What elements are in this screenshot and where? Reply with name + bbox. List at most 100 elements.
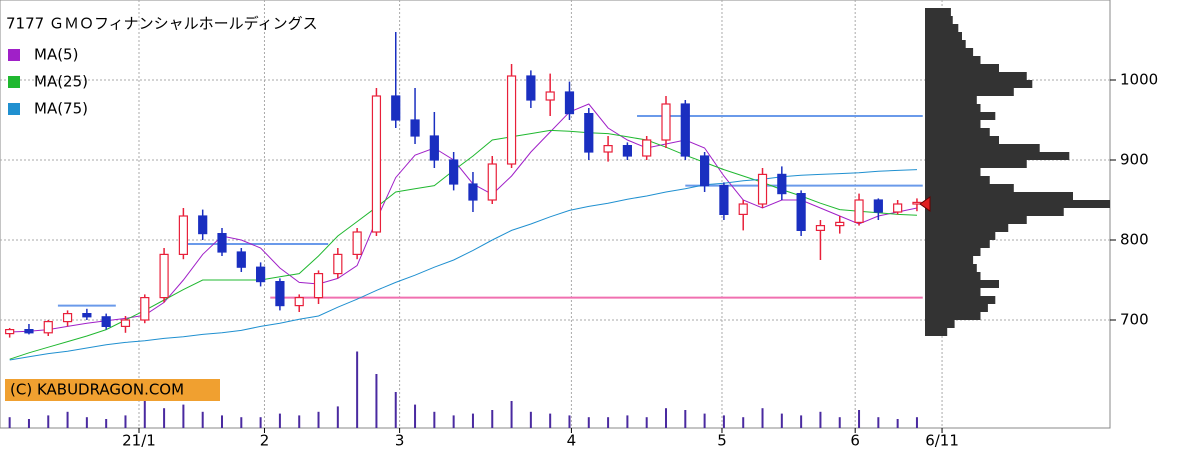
x-tick-label: 2 [260,432,270,450]
candle-body [815,225,826,232]
candle-body [5,329,15,335]
candle-body [680,103,690,157]
candle-body [82,313,92,318]
candle-body [275,281,285,307]
profile-bar [925,128,990,136]
y-tick-label: 700 [1120,311,1149,329]
volume-bar [568,415,571,428]
candle-body [661,103,671,141]
volume-bar [278,413,281,428]
candle-body [526,75,536,101]
candle-body [545,91,555,101]
candle-body [256,266,266,283]
volume-bar [549,413,552,428]
profile-bar [925,120,981,128]
candle-body [140,297,150,321]
volume-bar [626,415,629,428]
candle-body [622,145,632,157]
volume-bar [587,417,590,428]
chart-title: 7177 ＧＭＯフィナンシャルホールディングス [6,15,318,33]
x-tick-label: 3 [395,432,405,450]
y-tick-label: 900 [1120,151,1149,169]
candle-body [371,95,382,233]
volume-bar [47,415,50,428]
candle-body [198,215,208,235]
profile-bar [925,80,1033,88]
volume-bar [27,419,30,428]
volume-bar [221,415,223,428]
profile-bar [925,88,1014,96]
profile-bar [925,184,1014,192]
candle-body [873,199,883,213]
x-tick-label: 6 [850,432,860,450]
profile-bar [925,224,1009,232]
volume-bar [375,374,378,428]
candle-body [178,215,188,256]
profile-bar [925,312,981,320]
profile-bar [925,264,977,272]
profile-bar [925,144,1040,152]
legend-label: MA(25) [34,73,88,91]
volume-bar [896,419,899,428]
volume-bar [800,415,803,428]
profile-bar [925,304,988,312]
profile-bar [925,136,999,144]
volume-bar [66,411,69,428]
volume-bar [124,415,127,428]
candle-body [603,145,613,153]
volume-bar [877,417,880,428]
candle-body [642,139,652,157]
volume-bar [819,411,822,428]
profile-bar [925,200,1110,208]
volume-bar [336,406,339,428]
volume-bar [665,408,667,428]
profile-bar [925,152,1070,160]
last-price-marker [919,196,931,212]
profile-bar [925,40,966,48]
volume-bar [356,351,359,428]
volume-bar [838,417,841,428]
candle-body [700,155,710,187]
candle-body [120,319,131,328]
candle-body [757,173,768,205]
candle-body [217,233,227,253]
volume-bar [491,410,494,428]
volume-bar [433,411,436,428]
candle-body [429,135,439,161]
volume-bar [915,417,918,428]
candle-body [487,163,497,201]
candle-body [835,221,845,227]
volume-bar [471,413,474,428]
volume-bar [394,392,397,428]
y-tick-label: 800 [1120,231,1149,249]
volume-bar [240,417,243,428]
volume-bar [858,410,861,428]
legend-swatch [8,103,20,115]
volume-bar [703,413,706,428]
profile-bar [925,288,981,296]
legend-swatch [8,49,20,61]
candle-body [24,329,34,334]
volume-bar [201,411,204,428]
profile-bar [925,56,981,64]
candle-body [410,119,420,137]
profile-bar [925,320,955,328]
candle-body [294,297,304,307]
profile-bar [925,240,990,248]
candle-body [854,199,864,223]
candle-body [449,159,459,185]
x-tick-label: 4 [567,432,577,450]
profile-bar [925,192,1073,200]
profile-bar [925,72,1027,80]
candle-body [352,231,362,255]
candle-body [584,112,594,153]
profile-bar [925,160,1027,168]
candle-body [506,75,517,165]
profile-bar [925,96,977,104]
candle-body [719,185,729,216]
copyright-box [5,379,220,401]
x-tick-label: 21/1 [122,432,156,450]
candle-body [564,91,575,115]
volume-bar [684,410,687,428]
profile-bar [925,32,962,40]
